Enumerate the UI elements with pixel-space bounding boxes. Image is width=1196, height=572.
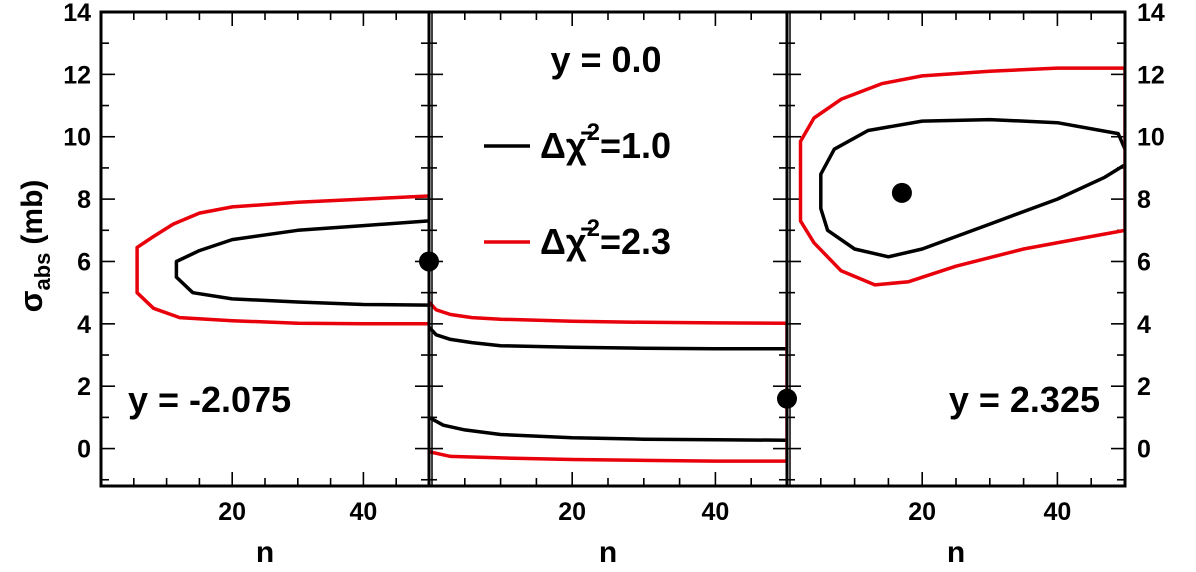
y-tick-label-left: 2 [77, 373, 91, 401]
panel-1-series-1 [174, 219, 429, 307]
panel-3: 20 40 n y = 2.325 [785, 10, 1127, 569]
panel-2-series-group [429, 300, 787, 463]
panel-1-x-tick-label: 40 [349, 498, 377, 526]
panel-2-series-2 [429, 415, 787, 442]
panel-1-series-group [135, 194, 429, 326]
legend-label-chi2: Δχ̄2=2.3 [540, 215, 671, 262]
y-axis-title-unit: (mb) [16, 180, 49, 245]
y-tick-label-left: 10 [63, 124, 91, 152]
panel-2-series-4 [429, 449, 787, 463]
panel-3-annotation: y = 2.325 [949, 379, 1100, 420]
y-axis-title-main: σ [13, 290, 49, 312]
panel-2-x-tick-label: 40 [701, 498, 729, 526]
panel-1-annotation: y = -2.075 [128, 379, 291, 420]
y-tick-label-left: 0 [77, 436, 91, 464]
legend-label-chi1-suffix: =1.0 [600, 125, 671, 166]
panel-3-x-tick-label: 40 [1043, 498, 1071, 526]
panel-2-series-1 [429, 325, 787, 351]
y-tick-label-right: 4 [1137, 311, 1151, 339]
legend-label-chi2-suffix: =2.3 [600, 221, 671, 262]
y-tick-label-left: 6 [77, 248, 91, 276]
legend-label-chi1: Δχ̄2=1.0 [540, 119, 671, 166]
y-axis-title-sub: abs [30, 253, 55, 291]
legend-label-chi2-prefix: Δχ̄ [540, 221, 593, 262]
y-tick-label-left: 14 [63, 0, 91, 27]
legend-label-chi2-sup: 2 [587, 215, 600, 242]
panel-2-annotation: y = 0.0 [550, 39, 661, 80]
panel-3-series-1 [819, 117, 1125, 259]
panel-1: 20 40 n y = -2.075 [99, 10, 439, 569]
y-tick-label-left: 4 [77, 311, 91, 339]
panel-3-best-fit-point [891, 182, 912, 203]
panel-3-series-group [798, 66, 1125, 287]
y-axis-title-text: σabs (mb) [13, 180, 55, 313]
y-tick-label-right: 14 [1137, 0, 1165, 27]
panel-3-series-2 [798, 66, 1125, 287]
panel-2: 20 40 n y = 0.0 [427, 10, 797, 569]
panel-2-x-axis-title: n [599, 536, 617, 569]
panel-2-series-3 [429, 300, 787, 462]
y-tick-label-left: 8 [77, 186, 91, 214]
panel-3-frame [785, 10, 1127, 488]
panel-1-x-tick-label: 20 [218, 498, 246, 526]
y-tick-label-right: 2 [1137, 373, 1151, 401]
legend: Δχ̄2=1.0 Δχ̄2=2.3 [484, 119, 671, 262]
legend-label-chi1-prefix: Δχ̄ [540, 125, 593, 166]
y-tick-label-right: 0 [1137, 436, 1151, 464]
y-tick-label-left: 12 [63, 61, 91, 89]
y-tick-label-right: 12 [1137, 61, 1165, 89]
panel-3-x-tick-label: 20 [908, 498, 936, 526]
y-tick-label-right: 6 [1137, 248, 1151, 276]
panel-1-x-axis-title: n [256, 536, 274, 569]
y-tick-label-right: 8 [1137, 186, 1151, 214]
y-tick-label-right: 10 [1137, 124, 1165, 152]
legend-label-chi1-sup: 2 [587, 119, 600, 146]
panel-1-series-2 [135, 194, 429, 326]
panel-3-x-axis-title: n [947, 536, 965, 569]
y-axis-title: σabs (mb) [13, 180, 55, 313]
panel-2-x-tick-label: 20 [558, 498, 586, 526]
